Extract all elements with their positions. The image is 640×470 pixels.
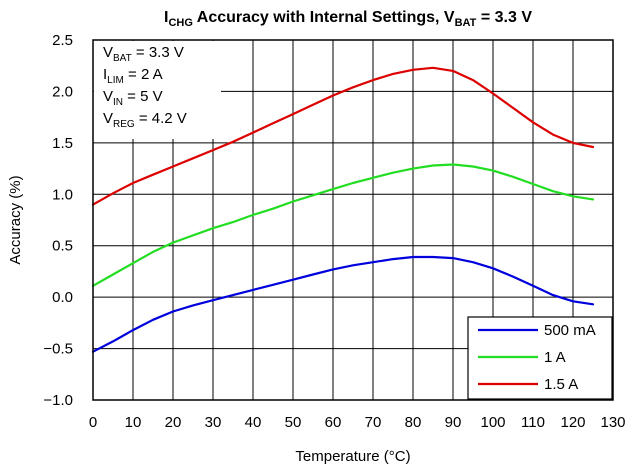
x-tick-label: 60 [325,414,342,431]
condition-label-3: VREG = 4.2 V [103,110,187,130]
x-tick-label: 80 [405,414,422,431]
x-tick-label: 70 [365,414,382,431]
x-tick-label: 90 [445,414,462,431]
tick-layer: 0 10 20 30 40 50 60 70 80 90 100 110 120 130 −1.0 −0.5 0… [43,32,625,431]
condition-label-3-part: V [103,110,113,127]
y-tick-label: 0.5 [52,238,73,255]
condition-label-0: VBAT = 3.3 V [103,44,184,64]
condition-label-0-part: BAT [113,53,132,64]
y-tick-label: 2.0 [52,83,73,100]
series-line-1 [91,163,595,287]
y-axis-label: Accuracy (%) [7,175,24,264]
condition-label-1-part: = 2 A [124,66,163,83]
legend-layer: 500 mA 1 A 1.5 A [467,316,613,400]
plot-frame [92,39,614,401]
chart-title-part: BAT [455,17,477,29]
condition-label-0-part: V [103,44,113,61]
x-tick-label: 10 [125,414,142,431]
y-tick-label: 0.0 [52,289,73,306]
condition-label-2-part: IN [113,97,123,108]
x-axis-label: Temperature (°C) [295,448,410,465]
y-tick-label: −1.0 [43,392,73,409]
legend-label-1: 1 A [544,349,566,366]
condition-label-3-part: = 4.2 V [135,110,187,127]
chart-title-part: = 3.3 V [476,9,532,26]
legend-label-2: 1.5 A [544,376,578,393]
chart-title-part: CHG [168,17,192,29]
x-tick-label: 50 [285,414,302,431]
y-tick-label: 1.0 [52,186,73,203]
series-line-2 [91,66,595,206]
x-tick-label: 0 [89,414,97,431]
series-line-0 [91,255,595,353]
x-tick-label: 110 [521,414,545,431]
condition-label-1-part: LIM [107,75,124,86]
y-tick-label: −0.5 [43,341,73,358]
chart-title-part: I [164,9,168,26]
condition-label-2-part: = 5 V [123,88,163,105]
condition-label-1-part: I [103,66,107,83]
x-tick-label: 20 [165,414,182,431]
x-tick-label: 120 [560,414,585,431]
condition-label-2: VIN = 5 V [103,88,163,108]
y-tick-label: 2.5 [52,32,73,49]
chart-title-part: Accuracy with Internal Settings, V [193,9,455,26]
x-tick-label: 100 [480,414,505,431]
condition-label-0-part: = 3.3 V [132,44,184,61]
condition-label-1: ILIM = 2 A [103,66,163,86]
x-tick-label: 40 [245,414,262,431]
series-layer [91,66,595,353]
title-layer: ICHG Accuracy with Internal Settings, VB… [164,9,532,29]
x-tick-label: 30 [205,414,222,431]
y-tick-label: 1.5 [52,135,73,152]
legend-label-0: 500 mA [544,322,596,339]
x-tick-label: 130 [600,414,625,431]
condition-label-3-part: REG [113,119,135,130]
condition-label-2-part: V [103,88,113,105]
chart-title: ICHG Accuracy with Internal Settings, VB… [164,9,532,29]
conditions-box [94,41,221,139]
